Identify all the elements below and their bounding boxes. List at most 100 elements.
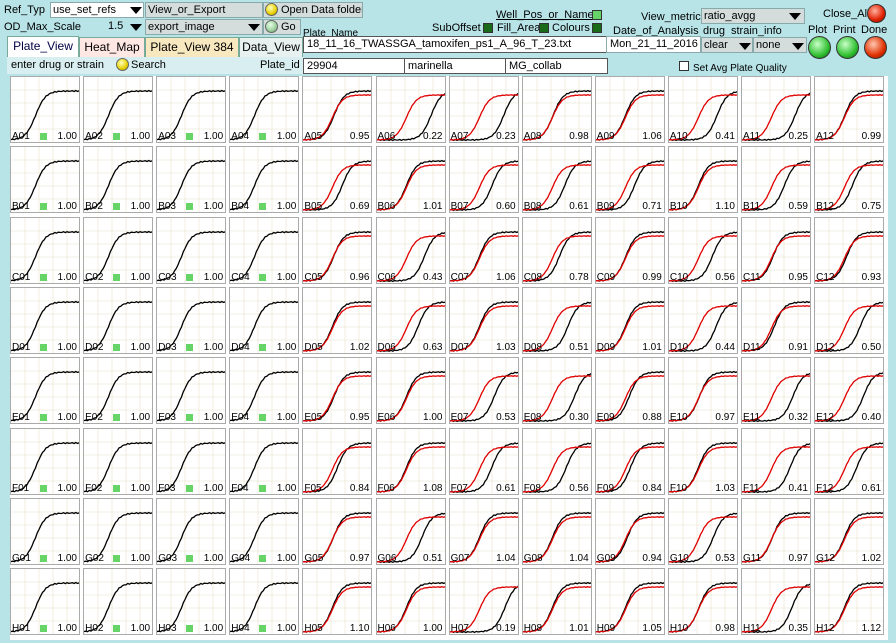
well-cell[interactable]: B05 0.69 [302, 146, 373, 214]
well-cell[interactable]: G12 1.02 [814, 497, 885, 565]
well-cell[interactable]: G05 0.97 [302, 497, 373, 565]
well-cell[interactable]: B03 1.00 [156, 146, 227, 214]
od-max-select[interactable]: 1.5 [108, 20, 124, 32]
well-cell[interactable]: H09 1.05 [594, 568, 665, 636]
well-cell[interactable]: B09 0.71 [594, 146, 665, 214]
plate-id-field[interactable]: 29904 [303, 58, 405, 74]
well-cell[interactable]: F10 1.03 [667, 427, 738, 495]
well-cell[interactable]: F11 0.41 [741, 427, 811, 495]
well-cell[interactable]: B12 0.75 [814, 146, 885, 214]
well-cell[interactable]: A10 0.41 [667, 76, 738, 143]
plate-group-field[interactable]: MG_collab [505, 58, 608, 74]
well-cell[interactable]: F06 1.08 [375, 427, 446, 495]
tab-heat-map[interactable]: Heat_Map [79, 37, 145, 57]
well-cell[interactable]: C12 0.93 [814, 216, 885, 284]
well-cell[interactable]: H12 1.12 [814, 568, 885, 636]
fill-area-toggle[interactable] [539, 23, 549, 33]
well-cell[interactable]: E11 0.32 [741, 357, 811, 425]
view-metric-select[interactable]: ratio_avgg [701, 8, 805, 24]
well-cell[interactable]: G08 1.04 [521, 497, 592, 565]
chevron-down-icon[interactable] [130, 24, 142, 31]
well-cell[interactable]: C03 1.00 [156, 216, 227, 284]
well-cell[interactable]: H02 1.00 [83, 568, 154, 636]
well-cell[interactable]: A09 1.06 [594, 76, 665, 143]
well-cell[interactable]: F05 0.84 [302, 427, 373, 495]
well-cell[interactable]: D05 1.02 [302, 286, 373, 354]
well-cell[interactable]: F03 1.00 [156, 427, 227, 495]
search-input[interactable]: enter drug or strain [11, 59, 104, 71]
well-cell[interactable]: A04 1.00 [229, 76, 300, 143]
open-data-folder-button[interactable]: Open Data folder [263, 2, 363, 18]
well-cell[interactable]: A06 0.22 [375, 76, 446, 143]
well-cell[interactable]: G04 1.00 [229, 497, 300, 565]
plot-button[interactable] [808, 36, 831, 59]
well-cell[interactable]: G11 0.97 [741, 497, 811, 565]
well-cell[interactable]: A11 0.25 [741, 76, 811, 143]
well-cell[interactable]: D03 1.00 [156, 286, 227, 354]
well-cell[interactable]: C10 0.56 [667, 216, 738, 284]
well-cell[interactable]: D01 1.00 [10, 286, 80, 354]
well-cell[interactable]: B08 0.61 [521, 146, 592, 214]
well-cell[interactable]: H06 1.00 [375, 568, 446, 636]
well-cell[interactable]: C11 0.95 [741, 216, 811, 284]
tab-data-view[interactable]: Data_View [239, 37, 303, 57]
well-cell[interactable]: E03 1.00 [156, 357, 227, 425]
well-cell[interactable]: D12 0.50 [814, 286, 885, 354]
well-cell[interactable]: C09 0.99 [594, 216, 665, 284]
well-cell[interactable]: E08 0.30 [521, 357, 592, 425]
ref-typ-select[interactable]: use_set_refs [50, 2, 144, 18]
well-cell[interactable]: H10 0.98 [667, 568, 738, 636]
well-cell[interactable]: G10 0.53 [667, 497, 738, 565]
well-cell[interactable]: F01 1.00 [10, 427, 80, 495]
plate-user-field[interactable]: marinella [404, 58, 506, 74]
well-cell[interactable]: C04 1.00 [229, 216, 300, 284]
well-cell[interactable]: D07 1.03 [448, 286, 519, 354]
well-cell[interactable]: D04 1.00 [229, 286, 300, 354]
chevron-down-icon[interactable] [130, 7, 142, 14]
well-cell[interactable]: C02 1.00 [83, 216, 154, 284]
well-cell[interactable]: E07 0.53 [448, 357, 519, 425]
tab-plate-view-384[interactable]: Plate_View 384 [145, 37, 239, 57]
well-cell[interactable]: C07 1.06 [448, 216, 519, 284]
well-cell[interactable]: E05 0.95 [302, 357, 373, 425]
well-cell[interactable]: F02 1.00 [83, 427, 154, 495]
well-cell[interactable]: C05 0.96 [302, 216, 373, 284]
tab-plate-view[interactable]: Plate_View [7, 36, 79, 58]
well-cell[interactable]: B07 0.60 [448, 146, 519, 214]
well-cell[interactable]: H07 0.19 [448, 568, 519, 636]
well-cell[interactable]: A08 0.98 [521, 76, 592, 143]
well-cell[interactable]: D06 0.63 [375, 286, 446, 354]
well-cell[interactable]: H08 1.01 [521, 568, 592, 636]
well-cell[interactable]: A05 0.95 [302, 76, 373, 143]
colours-toggle[interactable] [592, 23, 602, 33]
search-button[interactable]: Search [131, 59, 166, 71]
well-cell[interactable]: B01 1.00 [10, 146, 80, 214]
well-cell[interactable]: G06 0.51 [375, 497, 446, 565]
well-cell[interactable]: A12 0.99 [814, 76, 885, 143]
well-cell[interactable]: H05 1.10 [302, 568, 373, 636]
well-cell[interactable]: E10 0.97 [667, 357, 738, 425]
well-cell[interactable]: G09 0.94 [594, 497, 665, 565]
well-cell[interactable]: G03 1.00 [156, 497, 227, 565]
drug-select[interactable]: clear [701, 37, 753, 53]
chevron-down-icon[interactable] [739, 43, 751, 50]
well-cell[interactable]: H11 0.35 [741, 568, 811, 636]
well-cell[interactable]: D09 1.01 [594, 286, 665, 354]
avg-quality-checkbox[interactable] [679, 61, 689, 71]
well-cell[interactable]: F07 0.61 [448, 427, 519, 495]
well-cell[interactable]: E04 1.00 [229, 357, 300, 425]
plate-name-field[interactable]: 18_11_16_TWASSGA_tamoxifen_ps1_A_96_T_23… [303, 36, 608, 53]
well-cell[interactable]: D08 0.51 [521, 286, 592, 354]
well-cell[interactable]: A02 1.00 [83, 76, 154, 143]
well-cell[interactable]: E06 1.00 [375, 357, 446, 425]
well-cell[interactable]: G07 1.04 [448, 497, 519, 565]
well-cell[interactable]: H03 1.00 [156, 568, 227, 636]
well-cell[interactable]: D11 0.91 [741, 286, 811, 354]
well-cell[interactable]: E02 1.00 [83, 357, 154, 425]
well-cell[interactable]: E01 1.00 [10, 357, 80, 425]
well-cell[interactable]: H01 1.00 [10, 568, 80, 636]
well-cell[interactable]: F08 0.56 [521, 427, 592, 495]
close-all-button[interactable] [867, 4, 886, 23]
done-button[interactable] [864, 36, 887, 59]
well-cell[interactable]: F12 0.61 [814, 427, 885, 495]
